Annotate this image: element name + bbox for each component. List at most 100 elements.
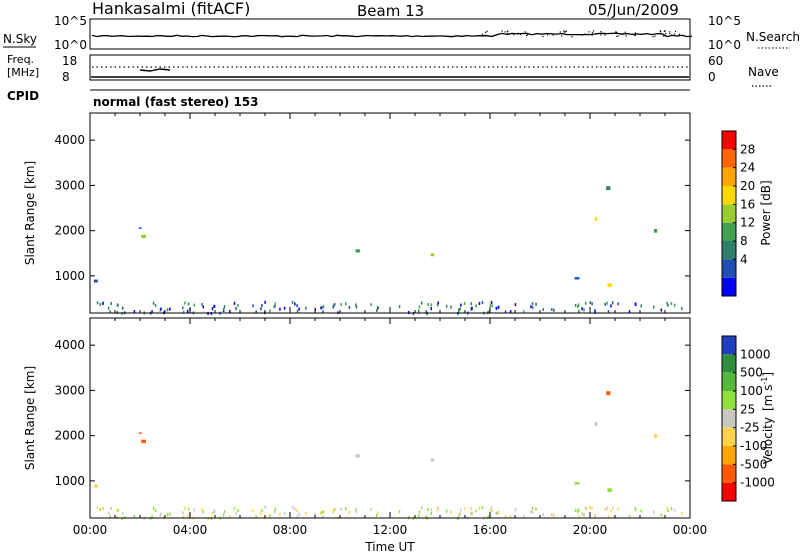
velocity-ground-echo	[421, 506, 423, 510]
colorbar-block	[722, 372, 736, 391]
noise-dot	[507, 30, 509, 32]
colorbar-tick-label: 12	[740, 216, 755, 230]
velocity-ground-echo	[497, 510, 500, 514]
velocity-ground-echo	[348, 510, 351, 514]
ytick-label: 1000	[54, 474, 85, 488]
power-ground-echo	[418, 309, 420, 313]
velocity-ground-echo	[274, 510, 276, 513]
power-ground-echo	[667, 304, 669, 307]
velocity-ground-echo	[594, 514, 596, 517]
colorbar-frame	[721, 335, 737, 502]
velocity-ground-echo	[478, 507, 481, 510]
velocity-echo	[574, 482, 580, 485]
velocity-ground-echo	[488, 515, 491, 518]
noise-dot	[654, 35, 656, 37]
noise-dot	[571, 36, 573, 38]
velocity-ground-echo	[504, 515, 507, 519]
power-echo	[607, 283, 613, 287]
velocity-ground-echo	[628, 515, 631, 519]
velocity-ground-echo	[283, 511, 286, 515]
velocity-ground-echo	[296, 514, 299, 518]
colorbar-block	[722, 259, 736, 278]
velocity-ground-echo	[489, 508, 492, 512]
station-title: Hankasalmi (fitACF)	[92, 0, 250, 18]
power-ground-echo	[591, 302, 593, 306]
velocity-ground-echo	[151, 515, 153, 519]
power-ground-echo	[673, 303, 676, 307]
velocity-ground-echo	[481, 506, 484, 510]
power-ground-echo	[412, 312, 415, 316]
xtick-label: 00:00	[673, 523, 708, 537]
velocity-ground-echo	[617, 507, 619, 511]
velocity-echo	[430, 458, 435, 462]
colorbar-block	[722, 409, 736, 428]
velocity-ground-echo	[334, 508, 336, 512]
velocity-ground-echo	[496, 511, 499, 515]
ytick-label: 4000	[54, 338, 85, 352]
velocity-ground-echo	[187, 507, 190, 511]
power-ground-echo	[152, 301, 155, 305]
velocity-ground-echo	[530, 510, 532, 514]
xtick-label: 04:00	[173, 523, 208, 537]
velocity-ground-echo	[261, 509, 263, 512]
power-ground-echo	[322, 310, 324, 314]
ytick-label: 1000	[54, 269, 85, 283]
date-title: 05/Jun/2009	[588, 1, 679, 19]
velocity-ground-echo	[333, 508, 335, 512]
power-ground-echo	[670, 302, 673, 306]
velocity-units-close: ]	[761, 372, 775, 377]
power-ground-echo	[421, 301, 423, 305]
velocity-label-word: Velocity	[761, 417, 775, 464]
velocity-ground-echo	[535, 507, 537, 511]
velocity-ground-echo	[291, 505, 294, 509]
velocity-ground-echo	[427, 508, 429, 511]
power-ground-echo	[418, 305, 421, 309]
velocity-ground-echo	[377, 511, 379, 515]
colorbar-block	[722, 336, 736, 355]
noise-dot	[519, 33, 522, 36]
power-ground-echo	[283, 306, 286, 310]
velocity-colorbar-blocks: 1000 500 100 25 -25 -100 -500 -1000	[721, 335, 775, 502]
velocity-ground-echo	[509, 515, 512, 519]
noise-dot	[663, 30, 665, 32]
velocity-ground-echo	[332, 510, 334, 514]
noise-dot	[588, 31, 590, 33]
colorbar-block	[722, 204, 736, 223]
power-ground-echo	[427, 303, 429, 306]
colorbar-block	[722, 446, 736, 465]
power-ground-echo	[377, 306, 379, 310]
power-ground-echo	[121, 312, 123, 316]
power-panel: 1000 2000 3000 4000 Slant Range [km]	[23, 112, 691, 316]
power-ground-echo	[553, 308, 555, 312]
noise-dot	[665, 33, 667, 35]
power-ground-echo	[551, 308, 553, 311]
colorbar-block	[722, 354, 736, 373]
power-ground-echo	[481, 301, 484, 305]
noise-dot	[615, 31, 617, 33]
colorbar-tick-label: 24	[740, 161, 755, 175]
velocity-ground-echo	[458, 513, 460, 517]
velocity-ground-echo	[666, 506, 668, 510]
colorbar-block	[722, 131, 736, 150]
power-ground-echo	[634, 303, 637, 307]
velocity-ground-echo	[279, 512, 281, 516]
power-ground-echo	[530, 305, 532, 309]
velocity-echoes	[93, 391, 683, 521]
velocity-ground-echo	[450, 510, 452, 514]
colorbar-block	[722, 241, 736, 260]
velocity-echo	[93, 484, 98, 488]
velocity-ground-echo	[606, 506, 608, 510]
power-ground-echo	[531, 302, 534, 305]
power-ground-echo	[333, 303, 335, 307]
velocity-ground-echo	[296, 509, 298, 513]
noise-dot	[616, 35, 618, 37]
velocity-ground-echo	[667, 509, 669, 512]
power-ground-echo	[430, 307, 432, 311]
power-ground-echo	[495, 306, 497, 310]
power-echo	[355, 249, 360, 253]
velocity-ground-echo	[322, 515, 324, 519]
velocity-ground-echo	[376, 514, 378, 517]
velocity-ground-echo	[412, 517, 415, 521]
power-ground-echo	[488, 310, 491, 313]
velocity-ground-echo	[553, 513, 555, 517]
